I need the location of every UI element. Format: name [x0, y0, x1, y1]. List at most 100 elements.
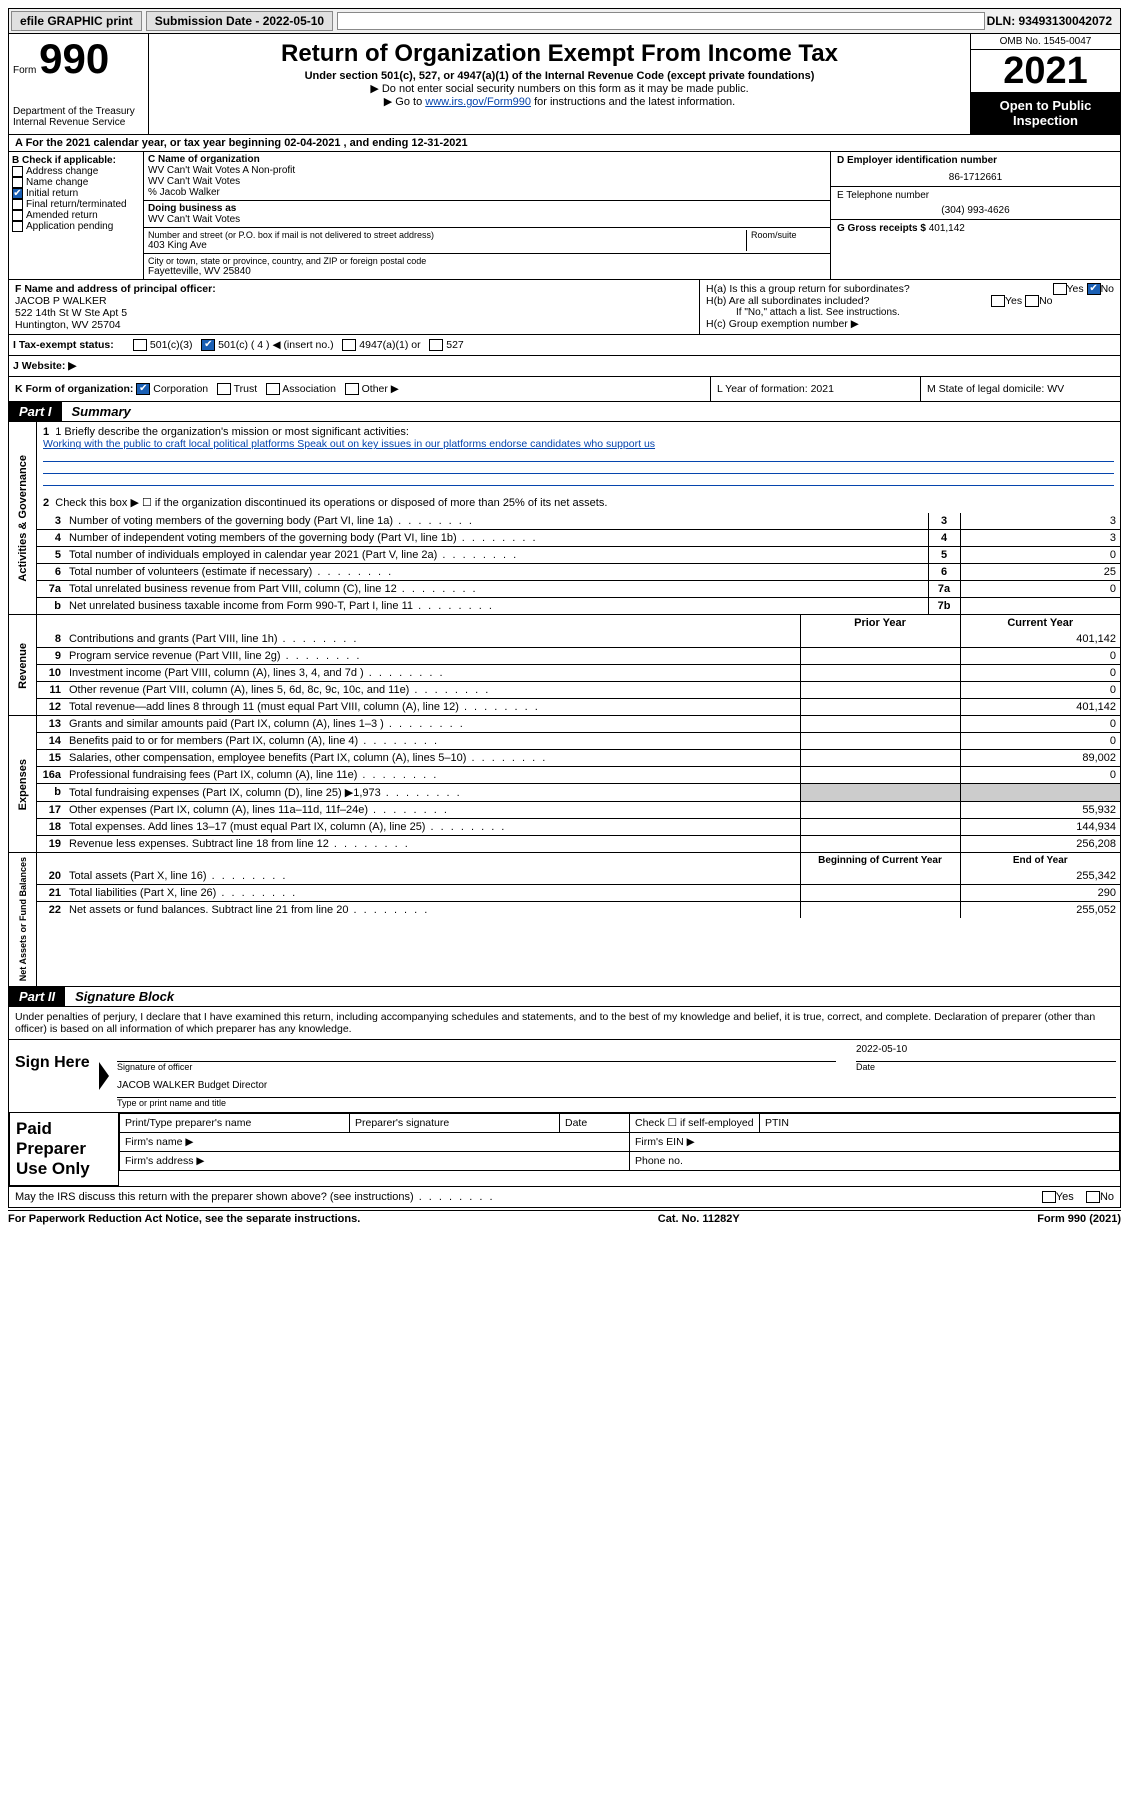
- table-row: 14Benefits paid to or for members (Part …: [37, 733, 1120, 750]
- section-activities: Activities & Governance 1 1 Briefly desc…: [8, 422, 1121, 615]
- form-number-990: 990: [39, 35, 109, 82]
- i-opt-2-checkbox[interactable]: [342, 339, 356, 351]
- form-subtitle: Under section 501(c), 527, or 4947(a)(1)…: [157, 70, 962, 82]
- city-value: Fayetteville, WV 25840: [148, 266, 826, 277]
- sign-arrow-icon: [99, 1062, 109, 1090]
- table-row: 8Contributions and grants (Part VIII, li…: [37, 631, 1120, 648]
- ha-yes-label: Yes: [1067, 283, 1084, 295]
- section-expenses: Expenses 13Grants and similar amounts pa…: [8, 716, 1121, 853]
- tax-year: 2021: [971, 50, 1120, 92]
- ha-yes-checkbox[interactable]: [1053, 283, 1067, 295]
- discuss-yes-label: Yes: [1056, 1191, 1074, 1203]
- form-title: Return of Organization Exempt From Incom…: [157, 40, 962, 68]
- k-opt-2-checkbox[interactable]: [266, 383, 280, 395]
- k-opt-1-checkbox[interactable]: [217, 383, 231, 395]
- table-row: 5Total number of individuals employed in…: [37, 547, 1120, 564]
- netassets-table: Beginning of Current Year End of Year 20…: [37, 853, 1120, 918]
- officer-addr1: 522 14th St W Ste Apt 5: [15, 307, 693, 319]
- table-row: 22Net assets or fund balances. Subtract …: [37, 902, 1120, 919]
- hdr-beginning-year: Beginning of Current Year: [800, 853, 960, 868]
- table-row: 12Total revenue—add lines 8 through 11 (…: [37, 699, 1120, 716]
- officer-signature-sublabel: Signature of officer: [117, 1062, 836, 1072]
- mission-blank-1: [43, 450, 1114, 462]
- j-label: J Website: ▶: [9, 356, 129, 376]
- b-check-initial-return[interactable]: ✔Initial return: [12, 188, 140, 199]
- discuss-yes-checkbox[interactable]: [1042, 1191, 1056, 1203]
- table-row: 13Grants and similar amounts paid (Part …: [37, 716, 1120, 733]
- line1-label: 1 1 Briefly describe the organization's …: [43, 426, 1114, 438]
- l-year-formation: L Year of formation: 2021: [710, 377, 920, 401]
- topbar-blank-field: [337, 12, 984, 30]
- g-gross-label: G Gross receipts $: [837, 223, 926, 234]
- form-note-ssn: ▶ Do not enter social security numbers o…: [157, 82, 962, 95]
- table-row: 3Number of voting members of the governi…: [37, 513, 1120, 530]
- discuss-no-checkbox[interactable]: [1086, 1191, 1100, 1203]
- revenue-table: Prior Year Current Year 8Contributions a…: [37, 615, 1120, 715]
- b-check-amended-return[interactable]: Amended return: [12, 210, 140, 221]
- hdr-current-year: Current Year: [960, 615, 1120, 631]
- line1-label-text: 1 Briefly describe the organization's mi…: [55, 426, 409, 438]
- form-note-link: ▶ Go to www.irs.gov/Form990 for instruct…: [157, 95, 962, 108]
- addr-value: 403 King Ave: [148, 240, 746, 251]
- section-netassets: Net Assets or Fund Balances Beginning of…: [8, 853, 1121, 986]
- firm-addr-cell: Firm's address ▶: [120, 1151, 630, 1170]
- col-f-officer: F Name and address of principal officer:…: [9, 280, 700, 334]
- i-opt-3-checkbox[interactable]: [429, 339, 443, 351]
- i-label: I Tax-exempt status:: [9, 335, 129, 355]
- table-row: 4Number of independent voting members of…: [37, 530, 1120, 547]
- cat-no: Cat. No. 11282Y: [658, 1213, 740, 1225]
- table-row: 18Total expenses. Add lines 13–17 (must …: [37, 819, 1120, 836]
- submission-date-field: Submission Date - 2022-05-10: [146, 11, 333, 31]
- page-footer: For Paperwork Reduction Act Notice, see …: [8, 1210, 1121, 1225]
- firm-name-cell: Firm's name ▶: [120, 1132, 630, 1151]
- dept-irs: Internal Revenue Service: [13, 117, 144, 128]
- table-row: 10Investment income (Part VIII, column (…: [37, 665, 1120, 682]
- c-name-label: C Name of organization: [148, 154, 822, 165]
- k-opt-0-checkbox[interactable]: ✔: [136, 383, 150, 395]
- paperwork-notice: For Paperwork Reduction Act Notice, see …: [8, 1213, 360, 1225]
- form-header-right: OMB No. 1545-0047 2021 Open to Public In…: [970, 34, 1120, 134]
- prep-date-hdr: Date: [560, 1113, 630, 1132]
- block-fh: F Name and address of principal officer:…: [8, 280, 1121, 335]
- b-check-name-change[interactable]: Name change: [12, 177, 140, 188]
- g-gross-value: 401,142: [929, 223, 965, 234]
- omb-number: OMB No. 1545-0047: [971, 34, 1120, 50]
- type-print-sublabel: Type or print name and title: [117, 1098, 1116, 1108]
- note2-pre: ▶ Go to: [384, 96, 425, 108]
- hb-no-checkbox[interactable]: [1025, 295, 1039, 307]
- paid-preparer-label: Paid Preparer Use Only: [9, 1113, 119, 1186]
- col-b-check-applicable: B Check if applicable: Address changeNam…: [9, 152, 144, 279]
- b-check-final-return-terminated[interactable]: Final return/terminated: [12, 199, 140, 210]
- b-check-application-pending[interactable]: Application pending: [12, 221, 140, 232]
- part2-tag: Part II: [9, 987, 65, 1006]
- d-ein-value: 86-1712661: [837, 166, 1114, 183]
- b-check-address-change[interactable]: Address change: [12, 166, 140, 177]
- officer-signature-line[interactable]: [117, 1044, 836, 1062]
- ha-no-checkbox[interactable]: ✔: [1087, 283, 1101, 295]
- prep-name-hdr: Print/Type preparer's name: [120, 1113, 350, 1132]
- table-row: 17Other expenses (Part IX, column (A), l…: [37, 802, 1120, 819]
- k-opt-3-checkbox[interactable]: [345, 383, 359, 395]
- officer-name-line: JACOB WALKER Budget Director: [117, 1080, 1116, 1098]
- m-state-domicile: M State of legal domicile: WV: [920, 377, 1120, 401]
- hb-yes-checkbox[interactable]: [991, 295, 1005, 307]
- ha-label: H(a) Is this a group return for subordin…: [706, 283, 910, 295]
- addr-label: Number and street (or P.O. box if mail i…: [148, 230, 742, 240]
- side-activities: Activities & Governance: [15, 451, 31, 586]
- open-public-badge: Open to Public Inspection: [971, 92, 1120, 134]
- col-deg: D Employer identification number 86-1712…: [830, 152, 1120, 279]
- i-opt-1-checkbox[interactable]: ✔: [201, 339, 215, 351]
- table-row: 20Total assets (Part X, line 16)255,342: [37, 868, 1120, 885]
- signature-area: Under penalties of perjury, I declare th…: [8, 1007, 1121, 1208]
- e-phone-label: E Telephone number: [837, 190, 1114, 201]
- hb-note: If "No," attach a list. See instructions…: [706, 307, 1114, 318]
- discuss-no-label: No: [1100, 1191, 1114, 1203]
- prep-sig-hdr: Preparer's signature: [350, 1113, 560, 1132]
- line2-text: Check this box ▶ ☐ if the organization d…: [55, 497, 607, 509]
- irs-form990-link[interactable]: www.irs.gov/Form990: [425, 96, 531, 108]
- i-opt-0-checkbox[interactable]: [133, 339, 147, 351]
- efile-print-button[interactable]: efile GRAPHIC print: [11, 11, 142, 31]
- firm-phone-cell: Phone no.: [630, 1151, 1120, 1170]
- table-row: 7aTotal unrelated business revenue from …: [37, 581, 1120, 598]
- form-header-mid: Return of Organization Exempt From Incom…: [149, 34, 970, 134]
